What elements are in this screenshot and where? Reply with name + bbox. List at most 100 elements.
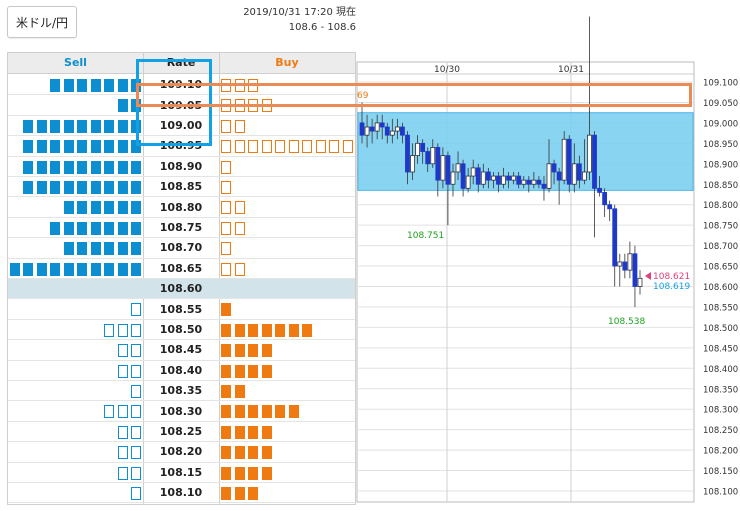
buy-volume-cell (221, 242, 231, 256)
sell-header: Sell (64, 56, 87, 69)
buy-volume-cell (234, 323, 245, 337)
candle-down (622, 261, 628, 271)
y-tick-label: 109.050 (703, 99, 738, 109)
buy-volume-cell (248, 140, 258, 154)
sell-volume-cell (117, 160, 128, 174)
rate-value: 108.55 (159, 302, 203, 316)
candle-down (445, 155, 451, 185)
sell-volume-cell (131, 181, 141, 194)
sell-volume-cell (117, 140, 128, 154)
order-row[interactable]: 108.65 (8, 259, 355, 279)
candle-up (389, 130, 395, 136)
buy-volume-cell (261, 364, 272, 378)
order-row[interactable]: 108.80 (8, 197, 355, 218)
candle-up (617, 261, 623, 267)
order-row[interactable]: 108.75 (8, 218, 355, 239)
buy-volume-cell (329, 140, 339, 154)
buy-volume-cell (261, 323, 272, 337)
sell-volume-cell (77, 119, 87, 133)
sell-volume-cell (104, 181, 114, 194)
sell-volume-cell (131, 364, 141, 378)
buy-volume-cell (275, 323, 285, 337)
x-tick-label: 10/31 (558, 65, 584, 75)
candle-down (460, 163, 466, 189)
x-tick-label: 10/30 (434, 65, 460, 75)
sell-volume-cell (50, 119, 60, 133)
y-tick-label: 109.100 (703, 79, 738, 89)
sell-volume-cell (23, 181, 33, 194)
sell-volume-cell (131, 405, 141, 419)
candle-up (501, 175, 506, 185)
order-row[interactable]: 108.85 (8, 177, 355, 198)
candle-up (374, 122, 380, 132)
candle-up (627, 253, 633, 271)
buy-volume-cell (234, 487, 245, 500)
order-row[interactable]: 108.35 (8, 381, 355, 402)
candle-down (405, 134, 410, 173)
sell-volume-cell (117, 466, 128, 480)
sell-volume-cell (50, 221, 60, 235)
buy-volume-cell (221, 262, 231, 276)
sell-volume-cell (36, 119, 47, 133)
candle-down (566, 138, 572, 185)
currency-pair-button[interactable]: 米ドル/円 (7, 6, 77, 38)
candle-down (506, 175, 511, 181)
sell-volume-cell (90, 79, 101, 92)
rate-value: 108.50 (159, 322, 203, 336)
sell-volume-cell (90, 140, 101, 154)
buy-volume-cell (275, 405, 285, 419)
y-tick-label: 108.300 (703, 406, 738, 416)
order-row[interactable]: 108.90 (8, 157, 355, 177)
sell-volume-cell (117, 79, 128, 92)
y-tick-label: 108.700 (703, 242, 738, 252)
order-row[interactable]: 108.70 (8, 238, 355, 259)
candle-down (485, 171, 491, 181)
candle-down (592, 134, 597, 189)
buy-volume-cell (248, 364, 258, 378)
order-row[interactable]: 108.25 (8, 422, 355, 443)
buy-volume-cell (221, 303, 231, 317)
sell-volume-cell (77, 221, 87, 235)
order-row[interactable]: 108.95 (8, 136, 355, 157)
buy-volume-cell (221, 140, 231, 154)
sell-volume-cell (117, 221, 128, 235)
sell-volume-cell (104, 323, 114, 337)
sell-volume-cell (131, 140, 141, 154)
y-tick-label: 108.600 (703, 283, 738, 293)
sell-volume-cell (117, 344, 128, 358)
candle-up (546, 163, 552, 189)
buy-volume-cell (248, 446, 258, 460)
y-tick-label: 108.650 (703, 263, 738, 273)
order-row[interactable]: 108.55 (8, 299, 355, 320)
candle-up (450, 171, 456, 185)
candle-up (571, 163, 577, 185)
candle-up (561, 138, 567, 181)
buy-volume-cell (221, 487, 231, 500)
sell-volume-cell (90, 181, 101, 194)
sell-volume-cell (77, 262, 87, 276)
sell-volume-cell (50, 160, 60, 174)
candle-up (521, 179, 527, 185)
candle-up (480, 171, 486, 185)
order-row[interactable]: 108.45 (8, 340, 355, 361)
sell-volume-cell (117, 242, 128, 256)
buy-volume-cell (302, 140, 312, 154)
order-row[interactable]: 108.15 (8, 463, 355, 483)
order-row[interactable]: 108.60 (8, 279, 355, 300)
order-row[interactable]: 108.30 (8, 401, 355, 422)
buy-volume-cell (315, 140, 326, 154)
y-tick-label: 108.950 (703, 140, 738, 150)
buy-volume-cell (248, 405, 258, 419)
buy-volume-cell (221, 405, 231, 419)
order-row[interactable]: 108.50 (8, 320, 355, 341)
buy-volume-cell (261, 140, 272, 154)
sell-volume-cell (104, 405, 114, 419)
rate-value: 108.15 (159, 465, 203, 479)
order-row[interactable]: 108.10 (8, 483, 355, 504)
candle-down (379, 122, 385, 128)
order-row[interactable]: 108.20 (8, 442, 355, 463)
sell-volume-cell (90, 119, 101, 133)
order-row[interactable]: 108.40 (8, 361, 355, 381)
